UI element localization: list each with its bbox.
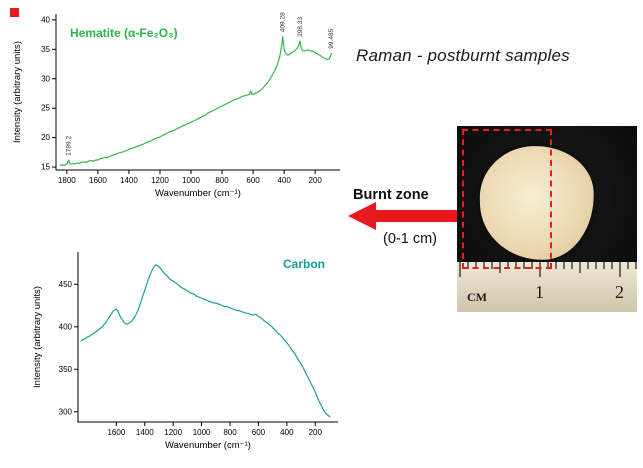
burnt-zone-label: Burnt zone [353,187,429,203]
svg-text:200: 200 [309,428,323,437]
svg-text:1200: 1200 [164,428,182,437]
svg-text:30: 30 [41,74,50,83]
ruler-number-1: 1 [535,282,544,302]
svg-text:25: 25 [41,104,50,113]
svg-text:600: 600 [246,176,260,185]
carbon-spectrum-chart: 1600 1400 1200 1000 800 600 400 200 300 350 400 450… [32,252,338,451]
red-square-marker [10,8,19,17]
svg-text:400: 400 [59,322,73,331]
svg-text:40: 40 [41,15,50,24]
svg-text:800: 800 [215,176,229,185]
svg-text:1600: 1600 [89,176,107,185]
hematite-spectrum-chart: 1800 1600 1400 1200 1000 800 600 400 200 15 20 25 30… [12,12,340,199]
svg-text:Wavenumber (cm⁻¹): Wavenumber (cm⁻¹) [165,440,251,451]
svg-text:1200: 1200 [151,176,169,185]
svg-text:15: 15 [41,163,50,172]
ruler-unit-label: CM [467,290,487,304]
svg-text:1800: 1800 [58,176,76,185]
figure-title: Raman - postburnt samples [356,46,570,65]
svg-text:800: 800 [223,428,237,437]
svg-text:Wavenumber (cm⁻¹): Wavenumber (cm⁻¹) [155,188,241,199]
sample-photo: CM 1 2 [457,126,637,312]
svg-text:99.485: 99.485 [328,28,335,48]
svg-text:400: 400 [277,176,291,185]
svg-text:1600: 1600 [107,428,125,437]
svg-text:35: 35 [41,45,50,54]
arrow-shape [348,202,474,230]
ruler: CM 1 2 [457,262,637,312]
depth-label: (0-1 cm) [383,231,437,247]
left-arrow-icon [348,202,474,230]
svg-text:450: 450 [59,280,73,289]
burnt-zone-outline [462,129,552,269]
svg-text:400: 400 [280,428,294,437]
svg-text:1000: 1000 [193,428,211,437]
svg-text:1400: 1400 [136,428,154,437]
svg-text:1789.2: 1789.2 [66,136,73,156]
svg-text:600: 600 [252,428,266,437]
svg-text:200: 200 [308,176,322,185]
svg-text:Hematite (α-Fe₂O₃): Hematite (α-Fe₂O₃) [70,26,178,40]
ruler-number-2: 2 [615,282,624,302]
svg-text:1400: 1400 [120,176,138,185]
svg-text:Carbon: Carbon [283,257,325,271]
svg-text:300: 300 [59,407,73,416]
svg-text:Intensity (arbitrary units): Intensity (arbitrary units) [32,286,43,388]
svg-text:Intensity (arbitrary units): Intensity (arbitrary units) [12,41,23,143]
svg-text:298.33: 298.33 [297,17,304,37]
svg-text:1000: 1000 [182,176,200,185]
svg-text:409.28: 409.28 [280,12,287,32]
svg-text:20: 20 [41,133,50,142]
svg-text:350: 350 [59,365,73,374]
